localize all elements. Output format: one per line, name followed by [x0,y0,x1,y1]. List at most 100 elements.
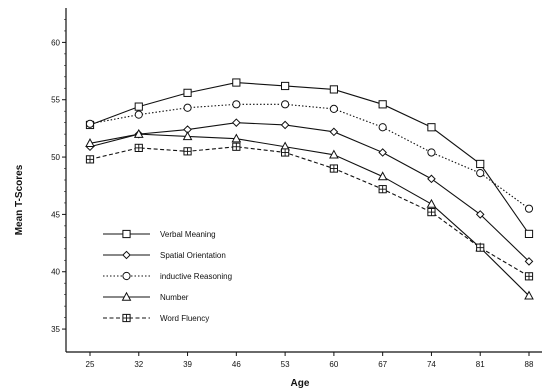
data-point-spatial-orientation [280,120,290,130]
data-point-number [377,171,388,181]
data-point-number-shape [231,133,242,143]
data-point-inductive-reasoning-shape [329,104,338,114]
legend-marker-spatial-orientation-shape [122,250,131,260]
legend-label-inductive-reasoning: inductive Reasoning [160,272,232,281]
legend-marker-word-fluency [122,313,131,323]
data-point-verbal-meaning-shape [281,81,290,91]
data-point-spatial-orientation-shape [427,174,436,184]
data-point-number [329,149,339,159]
legend-marker-verbal-meaning-shape [122,229,131,239]
data-point-number [182,131,193,141]
data-point-inductive-reasoning-shape [476,169,485,178]
legend-label-verbal-meaning: Verbal Meaning [160,230,216,239]
data-point-verbal-meaning-shape [378,100,387,109]
series-number [85,128,534,300]
axes: 35 40 45 50 55 60 25 32 39 46 53 60 67 74 81 88 [51,8,542,369]
data-point-spatial-orientation-shape [329,127,339,137]
legend-label-word-fluency: Word Fluency [160,314,209,323]
data-point-verbal-meaning [134,102,143,111]
data-point-verbal-meaning [183,88,192,97]
data-point-word-fluency [524,272,534,281]
data-point-inductive-reasoning [232,100,241,109]
y-tick-label: 55 [51,96,60,105]
data-point-inductive-reasoning [378,123,387,132]
data-point-spatial-orientation-shape [232,118,241,127]
data-point-word-fluency [427,208,436,217]
data-point-verbal-meaning-shape [183,88,192,97]
data-point-word-fluency [183,147,192,156]
legend-marker-verbal-meaning [122,229,131,239]
legend-item-word-fluency: Word Fluency [103,313,209,323]
legend-marker-inductive-reasoning [122,271,131,281]
data-point-inductive-reasoning [134,110,143,119]
x-tick-label: 25 [86,360,95,369]
data-point-spatial-orientation [232,118,241,127]
legend-item-inductive-reasoning: inductive Reasoning [103,271,232,281]
data-point-spatial-orientation-shape [378,148,387,157]
legend-label-number: Number [160,293,189,302]
data-point-word-fluency [232,142,241,151]
data-point-verbal-meaning-shape [427,123,436,132]
data-point-inductive-reasoning [183,103,192,112]
data-point-inductive-reasoning-shape [183,103,192,112]
data-point-verbal-meaning [427,123,436,132]
data-point-verbal-meaning [281,81,290,91]
series-spatial-orientation [85,118,534,266]
y-tick-label: 35 [51,325,60,334]
data-point-inductive-reasoning-shape [134,110,143,119]
data-point-verbal-meaning-shape [524,229,534,238]
data-point-inductive-reasoning [476,169,485,178]
data-point-verbal-meaning-shape [329,85,338,94]
data-point-verbal-meaning [232,78,241,87]
data-point-number-shape [329,149,339,159]
data-point-verbal-meaning-shape [134,102,143,111]
legend-marker-number-shape [121,291,132,301]
data-point-number-shape [182,131,193,141]
x-tick-label: 60 [329,360,338,369]
data-point-spatial-orientation [329,127,339,137]
series-line-spatial-orientation [89,122,530,262]
legend: Verbal Meaning Spatial Orientation inducti… [103,229,232,323]
x-tick-label: 46 [232,360,241,369]
data-point-number [231,133,242,143]
data-point-verbal-meaning [524,229,534,238]
series-line-verbal-meaning [89,81,530,235]
data-point-spatial-orientation [427,174,436,184]
data-point-word-fluency [329,164,338,173]
data-point-inductive-reasoning-shape [524,204,534,213]
series-line-inductive-reasoning [89,103,530,210]
data-point-word-fluency [134,143,143,152]
y-tick-label: 40 [51,268,60,277]
x-tick-label: 67 [378,360,387,369]
series-layer [85,78,534,300]
data-point-verbal-meaning-shape [232,78,241,87]
data-point-word-fluency [476,243,485,252]
y-tick-label: 50 [51,153,60,162]
y-tick-label: 45 [51,210,60,219]
series-verbal-meaning [85,78,534,238]
legend-label-spatial-orientation: Spatial Orientation [160,251,226,260]
data-point-word-fluency [378,185,387,194]
data-point-number [133,128,144,138]
data-point-word-fluency [85,155,95,164]
data-point-spatial-orientation-shape [475,210,485,219]
data-point-inductive-reasoning-shape [85,119,95,128]
data-point-inductive-reasoning-shape [281,100,290,109]
data-point-spatial-orientation [378,148,387,157]
legend-marker-number [121,291,132,301]
series-line-number [89,133,530,297]
data-point-inductive-reasoning-shape [378,123,387,132]
data-point-inductive-reasoning [281,100,290,109]
data-point-number-shape [426,198,437,208]
data-point-spatial-orientation [524,257,534,266]
data-point-number-shape [377,171,388,181]
data-point-spatial-orientation-shape [280,120,290,130]
data-point-inductive-reasoning [524,204,534,213]
data-point-number [85,138,95,148]
data-point-number [524,290,534,300]
data-point-inductive-reasoning [329,104,338,114]
x-tick-label: 53 [281,360,290,369]
x-tick-label: 32 [134,360,143,369]
x-tick-label: 74 [427,360,436,369]
